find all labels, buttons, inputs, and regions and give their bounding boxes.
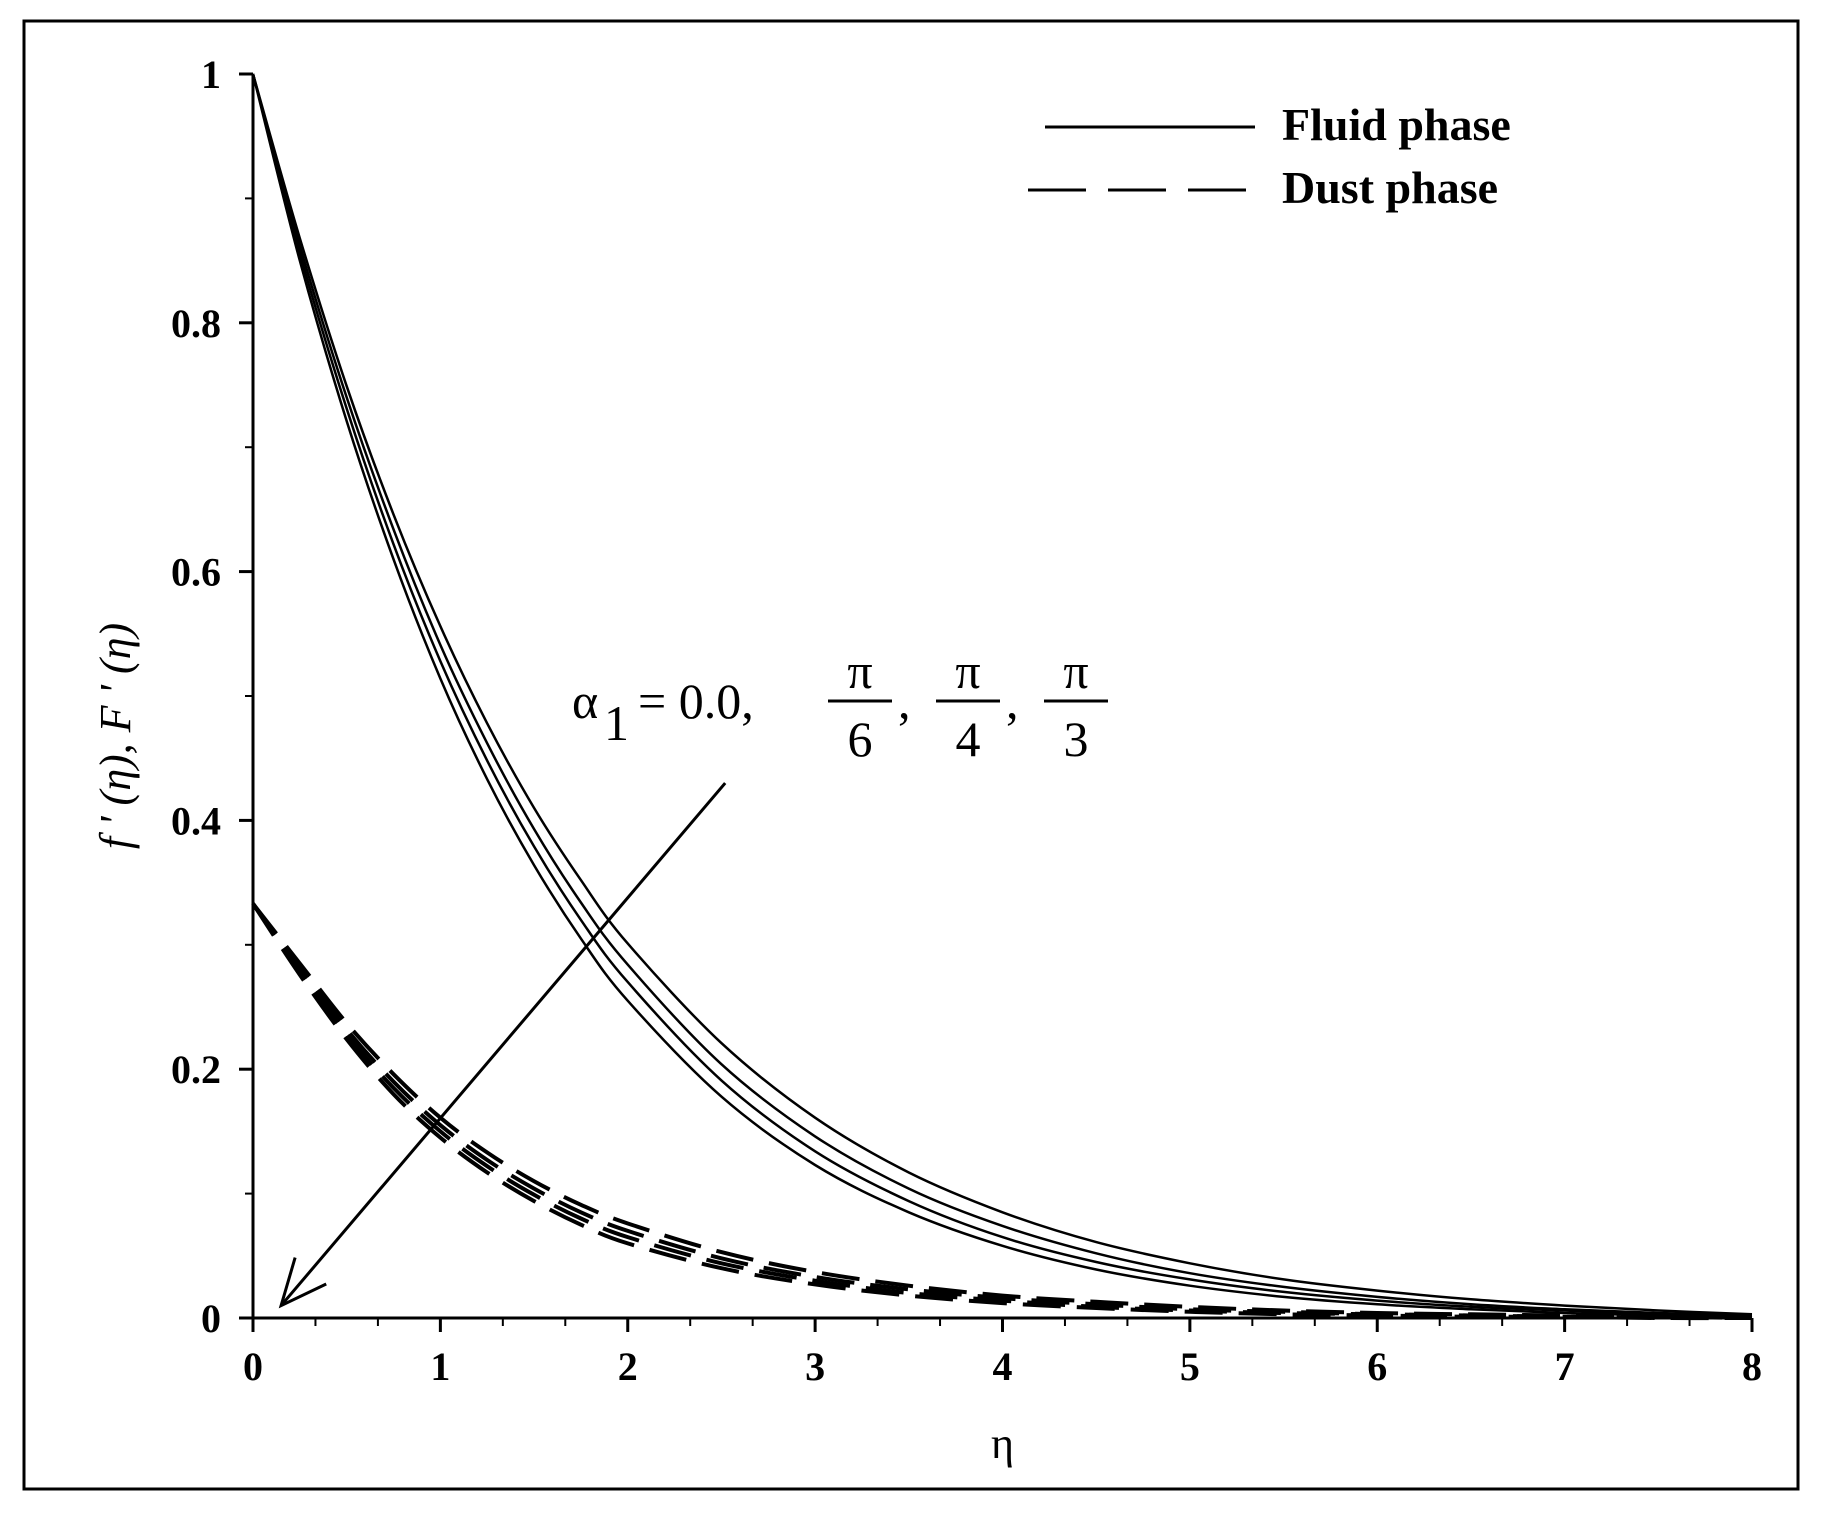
axes-layer: 0 1 2 3 4 5 6 7 8 0 0.2 0.4 0.6 0.8 1 η f ' (η), F ' (η) [91, 52, 1762, 1468]
x-tick-label: 1 [430, 1344, 450, 1389]
dust-phase-curve [251, 902, 1753, 1320]
annotation-alpha: α [572, 673, 598, 729]
dust-phase-curve [251, 902, 1753, 1320]
x-tick-label: 8 [1742, 1344, 1762, 1389]
y-axis-label: f ' (η), F ' (η) [91, 623, 140, 849]
legend-label: Fluid phase [1282, 99, 1511, 150]
fraction-numerator: π [1063, 643, 1088, 699]
x-tick-label: 0 [243, 1344, 263, 1389]
y-tick-label: 0 [201, 1296, 221, 1341]
y-tick-label: 0.6 [171, 550, 221, 595]
legend-label: Dust phase [1282, 162, 1498, 213]
y-tick-label: 1 [201, 52, 221, 97]
x-axis-label: η [991, 1419, 1014, 1468]
figure-border [22, 19, 1800, 1491]
y-tick-label: 0.2 [171, 1047, 221, 1092]
x-tick-label: 4 [993, 1344, 1013, 1389]
annotation-arrowhead [278, 1257, 327, 1309]
x-tick-label: 3 [805, 1344, 825, 1389]
y-tick-label: 0.4 [171, 798, 221, 843]
annotation-subscript: 1 [604, 695, 629, 751]
annotation-comma: , [1006, 673, 1019, 729]
legend: Fluid phase Dust phase [1028, 99, 1511, 213]
x-tick-label: 5 [1180, 1344, 1200, 1389]
dust-phase-curve [251, 902, 1753, 1320]
fraction-numerator: π [847, 643, 872, 699]
annotation-layer: α 1 = 0.0, π 6, π 4, π 3 [278, 643, 1108, 1309]
annotation-comma: , [898, 673, 911, 729]
x-tick-label: 7 [1555, 1344, 1575, 1389]
fraction-numerator: π [955, 643, 980, 699]
x-tick-label: 6 [1367, 1344, 1387, 1389]
y-tick-label: 0.8 [171, 301, 221, 346]
fluid-phase-curve [251, 73, 1753, 1319]
fraction-denominator: 3 [1064, 711, 1089, 767]
dust-phase-curve [251, 902, 1753, 1321]
fraction-denominator: 4 [956, 711, 981, 767]
x-tick-label: 2 [618, 1344, 638, 1389]
fluid-phase-curve [251, 73, 1753, 1317]
annotation-equals: = 0.0, [638, 673, 754, 729]
fluid-phase-curve [251, 73, 1753, 1316]
fluid-phase-curve [251, 73, 1753, 1317]
curves-layer [251, 73, 1753, 1321]
fraction-denominator: 6 [848, 711, 873, 767]
annotation-arrow-line [279, 782, 727, 1307]
